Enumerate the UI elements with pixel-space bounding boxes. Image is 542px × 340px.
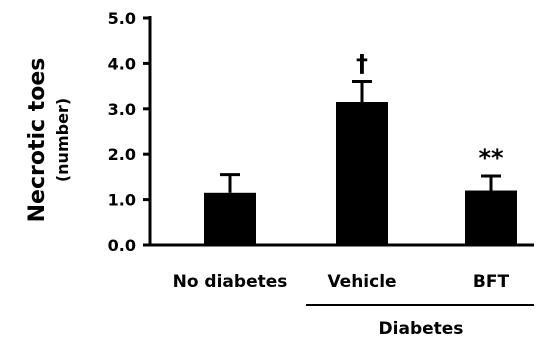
y-tick-label: 0.0	[108, 236, 136, 255]
y-tick-label: 1.0	[108, 191, 136, 210]
bars: † **	[204, 50, 517, 246]
bar	[465, 190, 517, 245]
y-axis-title: Necrotic toes	[25, 58, 50, 223]
significance-marker: **	[478, 144, 504, 172]
category-labels: No diabetes Vehicle BFT	[173, 272, 510, 292]
category-label: Vehicle	[327, 272, 396, 292]
y-tick-label: 4.0	[108, 54, 136, 73]
y-tick-label: 5.0	[108, 9, 136, 28]
y-axis-unit: (number)	[53, 98, 72, 182]
category-label: BFT	[473, 272, 510, 292]
bar	[336, 101, 388, 246]
y-tick-label: 2.0	[108, 145, 136, 164]
group-label-diabetes: Diabetes	[379, 319, 464, 339]
y-tick-label: 3.0	[108, 100, 136, 119]
y-axis-ticks: 0.0 1.0 2.0 3.0 4.0 5.0	[108, 9, 150, 255]
y-axis-label: Necrotic toes (number)	[25, 58, 72, 223]
significance-marker: †	[356, 50, 368, 78]
bar	[204, 192, 256, 245]
category-label: No diabetes	[173, 272, 288, 292]
